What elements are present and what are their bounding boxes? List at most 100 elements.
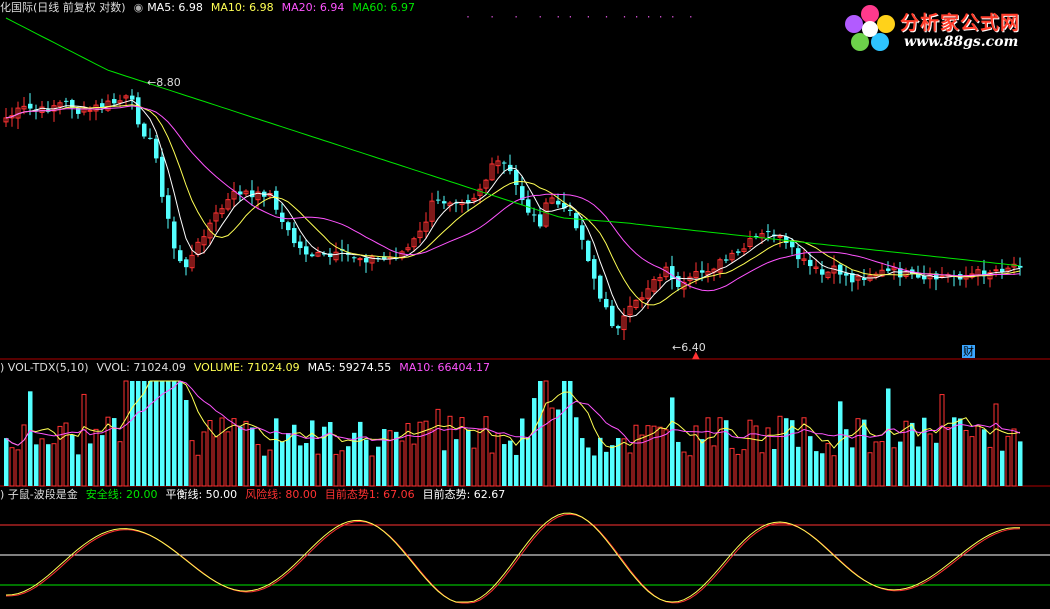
volume-bar	[657, 426, 663, 487]
volume-bar	[267, 449, 273, 487]
candle-body	[862, 278, 867, 280]
candle-body	[105, 100, 111, 111]
candle-body	[784, 236, 789, 244]
volume-bar	[903, 420, 909, 487]
candle-body	[117, 100, 123, 104]
vol-ma5-label: MA5: 59274.55	[307, 361, 392, 374]
candle-body	[417, 230, 423, 239]
volume-bar	[574, 417, 579, 486]
candle-body	[922, 275, 927, 280]
volume-bar	[166, 381, 171, 486]
volume-bar	[315, 453, 321, 487]
candle-body	[298, 241, 303, 249]
volume-bar	[592, 455, 597, 486]
volume-bar	[352, 432, 357, 486]
volume-bar	[898, 441, 903, 486]
indicator-name[interactable]: 子鼠-波段是金	[7, 488, 78, 501]
volume-bar	[298, 445, 303, 486]
volume-bar	[70, 434, 75, 486]
volume-bar	[495, 432, 501, 487]
logo-url: www.88gs.com	[904, 34, 1019, 50]
volume-bar	[520, 418, 525, 486]
candle-body	[886, 268, 891, 271]
candle-body	[676, 276, 681, 287]
candle-body	[315, 251, 321, 257]
candle-body	[934, 273, 939, 280]
volume-bar	[364, 439, 369, 486]
vol-ma10-line	[5, 380, 1021, 446]
volume-bar	[621, 438, 627, 487]
volume-bar	[136, 381, 141, 486]
dropdown-circle-icon[interactable]: ◉	[133, 1, 144, 14]
candle-body	[993, 269, 999, 272]
volume-header: ) VOL-TDX(5,10) VVOL: 71024.09 VOLUME: 710…	[0, 360, 498, 376]
volume-bar	[676, 441, 681, 486]
volume-bar	[814, 451, 819, 486]
volume-bar	[879, 441, 885, 487]
volume-bar	[1000, 450, 1005, 486]
candle-body	[700, 270, 705, 273]
volume-bar	[219, 417, 225, 487]
candle-body	[57, 102, 63, 108]
volume-bar	[598, 437, 603, 486]
volume-bar	[477, 429, 483, 487]
volume-bar	[952, 417, 957, 486]
candle-body	[729, 252, 735, 261]
candle-body	[916, 272, 921, 278]
volume-bar	[790, 420, 795, 486]
volume-bar	[939, 394, 945, 487]
candle-body	[112, 99, 117, 104]
candle-body	[178, 250, 183, 262]
volume-bar	[466, 429, 471, 486]
candle-body	[166, 195, 171, 219]
volume-bar	[88, 443, 93, 486]
candle-body	[322, 253, 327, 255]
candle-body	[292, 228, 297, 244]
candle-body	[442, 201, 447, 204]
candle-body	[495, 160, 501, 167]
volume-bar	[81, 393, 87, 487]
volume-bar	[681, 451, 687, 487]
vol-indicator-name[interactable]: VOL-TDX(5,10)	[7, 361, 89, 374]
low-price-label: ←6.40	[672, 341, 706, 354]
candle-body	[70, 100, 75, 108]
main-chart-header: 化国际(日线 前复权 对数) ◉ MA5: 6.98 MA10: 6.98 MA20: …	[0, 0, 423, 16]
candle-body	[39, 106, 45, 114]
volume-bar	[777, 415, 783, 487]
candle-body	[520, 186, 525, 201]
volume-bar	[741, 449, 747, 487]
volume-bar	[627, 452, 633, 487]
volume-bar	[838, 401, 843, 486]
candle-body	[255, 191, 261, 201]
trend-line	[5, 512, 1021, 603]
volume-bar	[46, 444, 51, 486]
volume-bar	[808, 436, 813, 486]
volume-bar	[328, 422, 333, 486]
candle-body	[657, 277, 663, 282]
volume-bar	[645, 425, 651, 487]
volume-bar	[429, 429, 435, 487]
ma20-line	[5, 105, 1021, 292]
candle-body	[549, 197, 555, 204]
volume-bar	[148, 381, 153, 486]
candle-body	[574, 213, 579, 229]
candle-body	[471, 197, 477, 201]
candle-body	[280, 212, 285, 222]
candle-body	[213, 212, 219, 222]
candle-body	[136, 97, 141, 125]
volume-bar	[831, 455, 837, 487]
volume-bar	[123, 380, 129, 487]
candle-body	[184, 259, 189, 268]
volume-bar	[225, 431, 231, 487]
vol-ma5-line	[5, 380, 1021, 449]
candle-body	[411, 238, 417, 248]
finance-badge[interactable]: 财	[962, 345, 975, 358]
volume-bar	[322, 426, 327, 486]
volume-bar	[394, 431, 399, 486]
candle-body	[741, 248, 747, 252]
volume-bar	[910, 422, 915, 486]
volume-bar	[105, 416, 111, 487]
safe-line-label: 安全线: 20.00	[85, 488, 158, 501]
risk-line-label: 风险线: 80.00	[245, 488, 317, 501]
